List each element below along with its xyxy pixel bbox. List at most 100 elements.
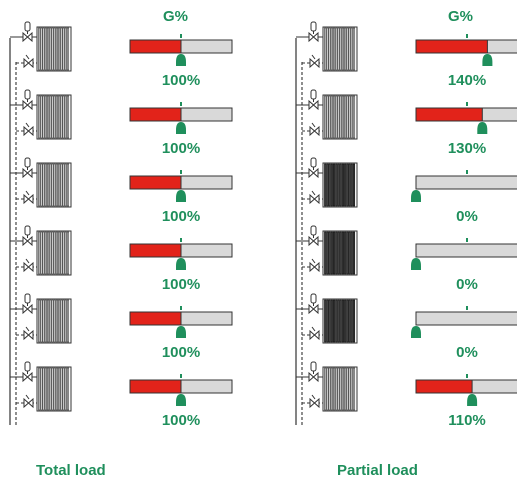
flow-pointer-icon	[176, 54, 186, 66]
radiator-fin	[344, 299, 347, 343]
supply-valve-icon	[22, 167, 33, 179]
radiator-fin	[348, 27, 351, 71]
radiator-fin	[335, 95, 338, 139]
flow-gauge: 100%	[129, 102, 233, 157]
radiator-fin	[38, 231, 41, 275]
radiator-fin	[42, 367, 45, 411]
return-valve-icon	[23, 57, 34, 69]
return-valve-icon	[23, 397, 34, 409]
radiator-fin	[49, 231, 52, 275]
supply-valve-icon	[308, 31, 319, 43]
radiator-fin	[38, 27, 41, 71]
gauge-fill	[129, 379, 182, 394]
total-panel: 100% 100% 100% 100% 100% 100%	[9, 21, 233, 429]
radiator-fin	[55, 95, 58, 139]
radiator-fin	[328, 163, 331, 207]
radiator-fin	[333, 163, 336, 207]
flow-value-label: 0%	[456, 276, 478, 293]
radiator-fin	[333, 95, 336, 139]
flow-value-label: 0%	[456, 344, 478, 361]
radiator-fin	[62, 231, 65, 275]
radiator-fin	[337, 299, 340, 343]
flow-gauge: 130%	[415, 102, 517, 157]
radiator-fin	[352, 299, 356, 343]
thermostatic-head-icon	[24, 293, 31, 304]
radiator-fin	[348, 95, 351, 139]
radiator-fin	[49, 299, 52, 343]
supply-valve-icon	[22, 303, 33, 315]
radiator-fin	[47, 27, 50, 71]
radiator-icon	[322, 366, 358, 412]
gauge-fill	[129, 107, 182, 122]
radiator-icon	[322, 230, 358, 276]
radiator-fin	[62, 367, 65, 411]
radiator-fin	[341, 95, 344, 139]
radiator-fin	[51, 231, 54, 275]
return-valve-icon	[309, 397, 320, 409]
radiator-icon	[36, 230, 72, 276]
radiator-fin	[350, 231, 353, 275]
radiator-fin	[44, 231, 47, 275]
return-valve-icon	[23, 125, 34, 137]
flow-pointer-icon	[482, 54, 493, 66]
radiator-fin	[64, 367, 67, 411]
radiator-fin	[64, 27, 67, 71]
flow-pointer-icon	[411, 258, 421, 270]
radiator-fin	[66, 27, 70, 71]
return-valve-icon	[309, 125, 320, 137]
return-valve-icon	[309, 261, 320, 273]
radiator-fin	[66, 163, 70, 207]
gauge-fill	[415, 379, 473, 394]
flow-pointer-icon	[176, 190, 186, 202]
radiator-fin	[324, 231, 327, 275]
radiator-fin	[62, 95, 65, 139]
radiator-fin	[66, 231, 70, 275]
radiator-fin	[337, 95, 340, 139]
valve-stem	[311, 122, 316, 128]
valve-stem	[25, 54, 30, 60]
radiator-fin	[64, 95, 67, 139]
radiator-fin	[326, 95, 329, 139]
radiator-fin	[62, 299, 65, 343]
flow-gauge: 100%	[129, 34, 233, 89]
radiator-fin	[55, 163, 58, 207]
flow-pointer-icon	[176, 326, 186, 338]
radiator-fin	[348, 231, 351, 275]
flow-gauge: 100%	[129, 374, 233, 429]
supply-valve-icon	[308, 99, 319, 111]
radiator-fin	[337, 27, 340, 71]
radiator-fin	[346, 231, 349, 275]
radiator-fin	[58, 231, 61, 275]
flow-value-label: 110%	[448, 412, 486, 429]
radiator-fin	[339, 299, 342, 343]
thermostatic-head-icon	[24, 21, 31, 32]
radiator-fin	[346, 27, 349, 71]
radiator-fin	[339, 95, 342, 139]
radiator-fin	[55, 299, 58, 343]
return-valve-icon	[23, 261, 34, 273]
radiator-fin	[51, 299, 54, 343]
thermostatic-head-icon	[24, 157, 31, 168]
return-valve-icon	[309, 57, 320, 69]
flow-gauge: 0%	[411, 170, 517, 225]
radiator-fin	[38, 95, 41, 139]
radiator-fin	[60, 27, 63, 71]
supply-valve-icon	[22, 371, 33, 383]
radiator-fin	[53, 299, 56, 343]
radiator-fin	[328, 95, 331, 139]
radiator-fin	[326, 163, 329, 207]
flow-gauge: 100%	[129, 306, 233, 361]
partial-load-header: G%	[448, 8, 474, 25]
radiator-row: 110%	[296, 361, 517, 429]
radiator-fin	[66, 367, 70, 411]
supply-valve-icon	[308, 167, 319, 179]
radiator-fin	[51, 163, 54, 207]
supply-valve-icon	[308, 303, 319, 315]
radiator-row: 100%	[10, 21, 233, 89]
radiator-fin	[348, 163, 351, 207]
radiator-fin	[337, 231, 340, 275]
radiator-fin	[350, 163, 353, 207]
radiator-fin	[40, 27, 43, 71]
flow-value-label: 100%	[162, 412, 200, 429]
